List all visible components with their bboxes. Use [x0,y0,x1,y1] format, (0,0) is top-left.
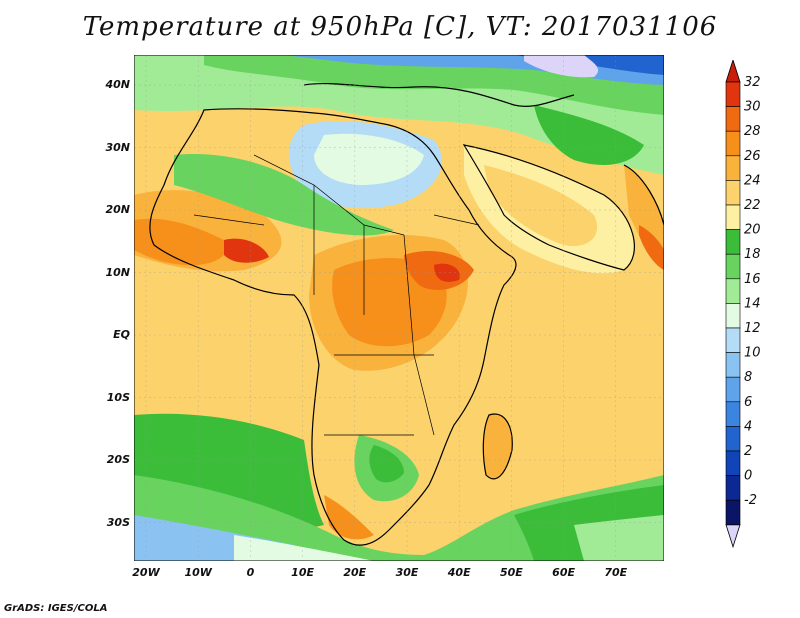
colorbar-segment [725,253,741,280]
colorbar-segment [725,130,741,157]
colorbar-label: 18 [744,247,761,262]
colorbar-label: 30 [744,100,761,115]
colorbar-bottom-arrow [725,524,741,549]
colorbar-segment [725,352,741,378]
colorbar-label: 20 [744,223,761,238]
colorbar-segment [725,303,741,329]
lat-label: 10N [105,265,130,279]
colorbar-segment [725,376,741,403]
lat-label: 10S [106,390,130,404]
lon-label: 60E [552,566,575,579]
colorbar-segment [725,81,741,107]
colorbar-label: -2 [744,493,757,508]
colorbar-label: 0 [744,469,752,484]
coastlines [149,82,664,546]
colorbar-segment [725,401,741,427]
colorbar-label: 6 [744,395,752,410]
lon-label: 10E [291,566,314,579]
colorbar-label: 32 [744,75,761,90]
lon-label: 40E [447,566,471,579]
temperature-map [134,55,664,561]
colorbar-segment [725,426,741,452]
colorbar-segment [725,180,741,206]
lat-label: 20N [105,203,130,216]
colorbar-label: 28 [744,124,761,139]
lat-label: EQ [113,328,130,341]
colorbar-segment [725,450,741,476]
colorbar-top-arrow [725,60,741,83]
lon-label: 10W [184,566,212,579]
lon-label: 50E [499,566,523,579]
colorbar-label: 26 [744,149,761,164]
colorbar-segment [725,155,741,181]
colorbar-segment [725,475,741,501]
lon-label: 30E [395,566,419,579]
lat-label: 30S [106,515,130,529]
colorbar-segment [725,327,741,353]
colorbar-label: 4 [744,419,752,434]
lon-label: 0 [246,566,255,579]
lon-label: 20W [132,566,160,579]
colorbar-segment [725,278,741,304]
lat-label: 20S [106,453,130,466]
colorbar-label: 16 [744,272,761,287]
colorbar-label: 24 [744,173,761,188]
colorbar-segment [725,106,741,132]
colorbar-segment [725,204,741,230]
colorbar-segment [725,229,741,255]
colorbar-label: 8 [744,370,752,385]
lon-label: 70E [604,566,628,579]
lat-label: 30N [105,140,130,154]
colorbar-label: 2 [744,444,752,459]
credit-text: GrADS: IGES/COLA [4,603,108,614]
colorbar-segment [725,499,741,526]
colorbar-label: 12 [744,321,761,336]
lon-label: 20E [343,566,367,579]
colorbar-label: 14 [744,296,761,311]
colorbar-label: 22 [744,198,761,213]
map-title: Temperature at 950hPa [C], VT: 201703110… [82,12,718,42]
colorbar-label: 10 [744,346,761,361]
lat-label: 40N [105,78,130,91]
